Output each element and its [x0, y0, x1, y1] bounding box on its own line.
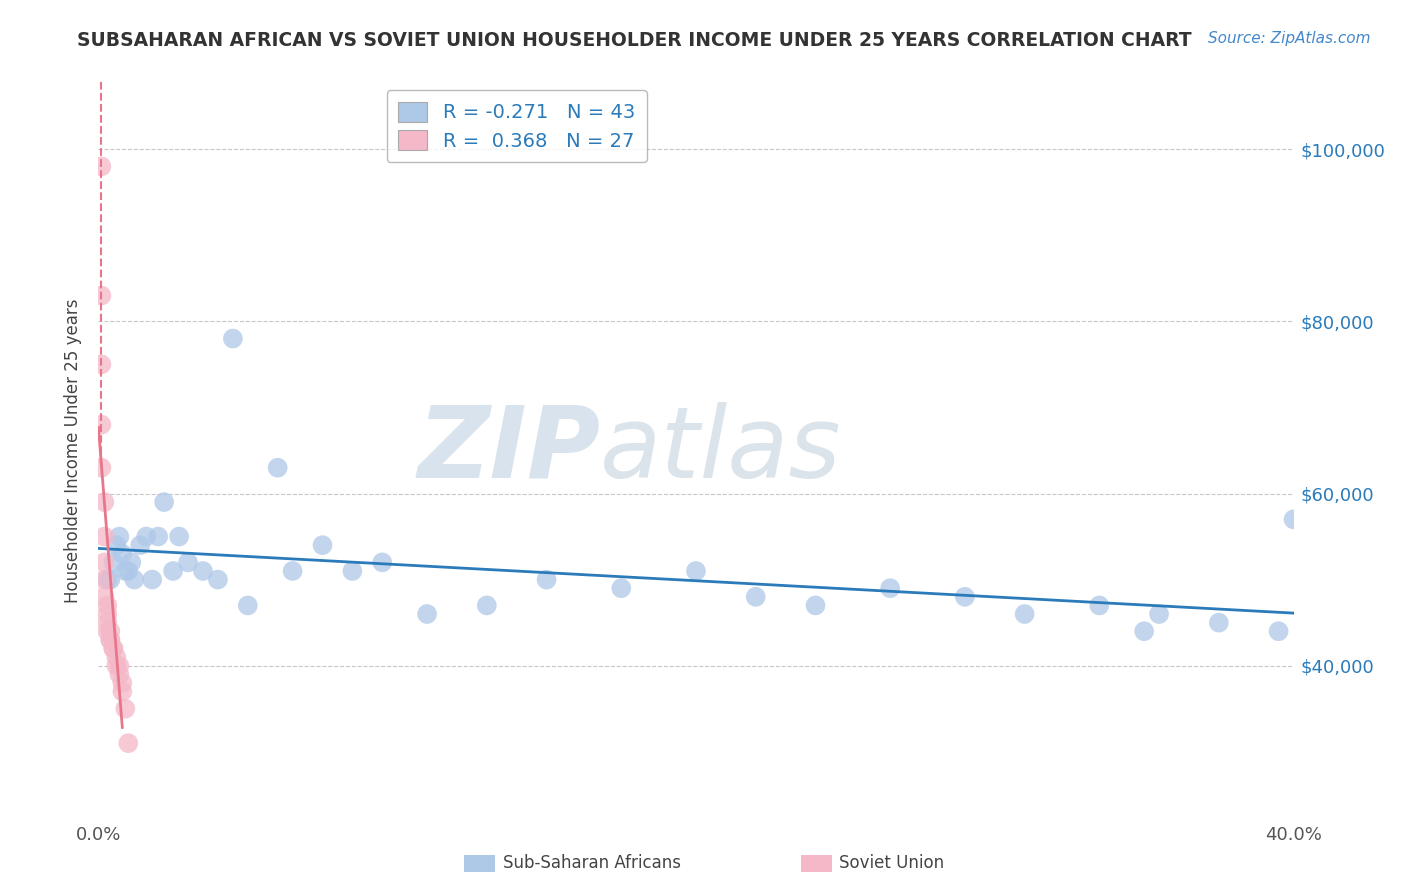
Point [93, 530, 115, 544]
Point [103, 555, 125, 569]
Point [1282, 512, 1305, 526]
Point [536, 573, 558, 587]
Point [93, 590, 115, 604]
Point [98, 573, 122, 587]
Point [90, 160, 112, 174]
Point [117, 736, 139, 750]
Point [93, 573, 115, 587]
Point [114, 564, 136, 578]
Point [96, 615, 118, 630]
Point [311, 538, 333, 552]
Point [90, 417, 112, 432]
Point [108, 530, 131, 544]
Point [124, 573, 146, 587]
Point [153, 495, 176, 509]
Point [610, 581, 633, 595]
Point [207, 573, 229, 587]
Point [108, 667, 131, 681]
Point [90, 460, 112, 475]
Point [108, 658, 131, 673]
Point [93, 555, 115, 569]
Point [98, 632, 122, 647]
Point [105, 538, 128, 552]
Point [222, 332, 245, 346]
Point [1267, 624, 1289, 639]
Point [111, 676, 134, 690]
Point [804, 599, 827, 613]
Point [1147, 607, 1170, 621]
Point [114, 702, 136, 716]
Point [281, 564, 304, 578]
Point [135, 530, 157, 544]
Point [96, 624, 118, 639]
Point [96, 607, 118, 621]
Point [1208, 615, 1230, 630]
Text: SUBSAHARAN AFRICAN VS SOVIET UNION HOUSEHOLDER INCOME UNDER 25 YEARS CORRELATION: SUBSAHARAN AFRICAN VS SOVIET UNION HOUSE… [77, 31, 1192, 50]
Point [90, 357, 112, 371]
Point [141, 573, 163, 587]
Point [98, 624, 122, 639]
Point [685, 564, 707, 578]
Point [167, 530, 190, 544]
Point [953, 590, 976, 604]
Point [148, 530, 170, 544]
Point [745, 590, 768, 604]
Point [342, 564, 364, 578]
Point [162, 564, 184, 578]
Point [93, 495, 115, 509]
Point [371, 555, 394, 569]
Point [111, 547, 134, 561]
Point [879, 581, 901, 595]
Legend: R = -0.271   N = 43, R =  0.368   N = 27: R = -0.271 N = 43, R = 0.368 N = 27 [387, 90, 647, 162]
Point [90, 288, 112, 302]
Point [177, 555, 200, 569]
Text: Sub-Saharan Africans: Sub-Saharan Africans [503, 855, 682, 872]
Point [1088, 599, 1111, 613]
Point [191, 564, 214, 578]
Text: Soviet Union: Soviet Union [839, 855, 945, 872]
Point [96, 599, 118, 613]
Text: atlas: atlas [600, 402, 842, 499]
Point [96, 573, 118, 587]
Point [103, 641, 125, 656]
Point [103, 641, 125, 656]
Point [475, 599, 498, 613]
Point [120, 555, 142, 569]
Point [1133, 624, 1156, 639]
Point [117, 564, 139, 578]
Point [105, 650, 128, 665]
Point [129, 538, 152, 552]
Point [105, 658, 128, 673]
Point [1014, 607, 1036, 621]
Point [236, 599, 259, 613]
Point [111, 684, 134, 698]
Point [416, 607, 439, 621]
Point [98, 632, 122, 647]
Text: ZIP: ZIP [418, 402, 600, 499]
Point [267, 460, 290, 475]
Text: Source: ZipAtlas.com: Source: ZipAtlas.com [1208, 31, 1371, 46]
Y-axis label: Householder Income Under 25 years: Householder Income Under 25 years [65, 298, 83, 603]
